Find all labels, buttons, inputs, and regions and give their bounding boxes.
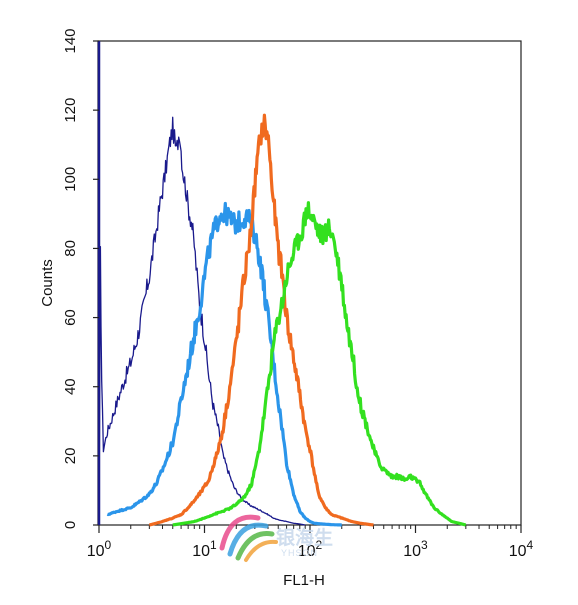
watermark-subtext: YHSON bbox=[281, 548, 318, 558]
y-axis-ticks: 0 20 40 60 80 100 120 140 bbox=[62, 28, 99, 529]
x-tick-exponent: 0 bbox=[105, 538, 112, 552]
watermark-logo: 银海生 YHSON bbox=[219, 514, 333, 562]
x-tick-exponent: 1 bbox=[210, 538, 217, 552]
y-axis-title: Counts bbox=[39, 259, 56, 307]
x-tick-label: 104 bbox=[509, 538, 534, 560]
series-line-1 bbox=[98, 116, 306, 526]
x-tick-label: 102 bbox=[298, 538, 323, 560]
x-tick-base: 10 bbox=[192, 543, 210, 560]
series-line-4 bbox=[171, 201, 467, 527]
x-tick-base: 10 bbox=[403, 543, 421, 560]
y-tick-label: 40 bbox=[62, 378, 79, 395]
x-axis-title: FL1-H bbox=[283, 572, 325, 589]
y-tick-label: 80 bbox=[62, 240, 79, 257]
x-tick-exponent: 2 bbox=[316, 538, 323, 552]
x-tick-label: 100 bbox=[87, 538, 112, 560]
x-tick-exponent: 4 bbox=[527, 538, 534, 552]
watermark-swirl-icon bbox=[219, 514, 278, 562]
x-tick-base: 10 bbox=[87, 543, 105, 560]
x-tick-base: 10 bbox=[298, 543, 316, 560]
y-tick-label: 120 bbox=[62, 98, 79, 123]
watermark-text: 银海生 bbox=[276, 526, 333, 549]
y-tick-label: 0 bbox=[62, 521, 79, 529]
y-tick-label: 100 bbox=[62, 167, 79, 192]
y-tick-label: 140 bbox=[62, 28, 79, 53]
y-tick-label: 60 bbox=[62, 309, 79, 326]
x-axis-ticks: 100 101 102 103 104 bbox=[87, 525, 534, 560]
x-tick-label: 103 bbox=[403, 538, 428, 560]
y-tick-label: 20 bbox=[62, 448, 79, 465]
histogram-series bbox=[98, 113, 467, 527]
x-tick-base: 10 bbox=[509, 543, 527, 560]
x-tick-label: 101 bbox=[192, 538, 217, 560]
series-line-3 bbox=[148, 113, 375, 527]
series-line-2 bbox=[106, 201, 343, 527]
x-tick-exponent: 3 bbox=[421, 538, 428, 552]
